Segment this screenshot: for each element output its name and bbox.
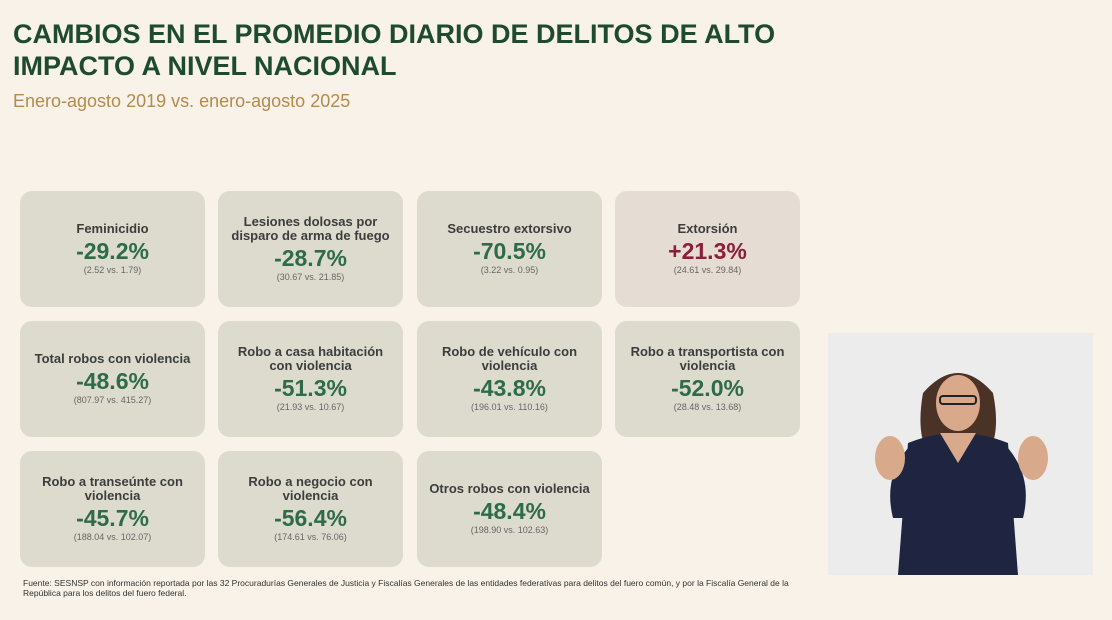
percent-change: -45.7% (76, 505, 149, 531)
crime-card: Secuestro extorsivo -70.5% (3.22 vs. 0.9… (417, 191, 602, 307)
crime-card: Robo a casa habitación con violencia -51… (218, 321, 403, 437)
crime-card: Robo a negocio con violencia -56.4% (174… (218, 451, 403, 567)
crime-label: Robo a transeúnte con violencia (42, 474, 183, 503)
crime-label: Robo a transportista con violencia (630, 344, 785, 373)
slide-header: CAMBIOS EN EL PROMEDIO DIARIO DE DELITOS… (13, 18, 913, 112)
percent-change: -28.7% (274, 245, 347, 271)
crime-label: Robo a negocio con violencia (248, 474, 373, 503)
crime-card: Feminicidio -29.2% (2.52 vs. 1.79) (20, 191, 205, 307)
crime-label: Extorsión (677, 221, 738, 236)
slide-subtitle: Enero-agosto 2019 vs. enero-agosto 2025 (13, 91, 351, 111)
crime-label: Secuestro extorsivo (447, 221, 572, 236)
crime-card: Robo a transeúnte con violencia -45.7% (… (20, 451, 205, 567)
daily-average-comparison: (3.22 vs. 0.95) (480, 265, 539, 275)
crime-label: Robo de vehículo con violencia (441, 344, 578, 373)
percent-change: -51.3% (274, 375, 347, 401)
percent-change: -52.0% (671, 375, 744, 401)
crime-card: Otros robos con violencia -48.4% (198.90… (417, 451, 602, 567)
daily-average-comparison: (198.90 vs. 102.63) (470, 525, 549, 535)
crime-card: Robo de vehículo con violencia -43.8% (1… (417, 321, 602, 437)
crime-label: Feminicidio (76, 221, 149, 236)
source-footnote: Fuente: SESNSP con información reportada… (23, 578, 789, 598)
percent-change: -48.6% (76, 368, 149, 394)
daily-average-comparison: (174.61 vs. 76.06) (274, 532, 347, 542)
daily-average-comparison: (196.01 vs. 110.16) (471, 402, 548, 412)
crime-label: Otros robos con violencia (429, 481, 590, 496)
crime-card: Lesiones dolosas por disparo de arma de … (218, 191, 403, 307)
daily-average-comparison: (2.52 vs. 1.79) (83, 265, 142, 275)
crime-label: Robo a casa habitación con violencia (237, 344, 384, 373)
percent-change: -48.4% (473, 498, 546, 524)
percent-change: +21.3% (668, 238, 747, 264)
percent-change: -56.4% (274, 505, 347, 531)
daily-average-comparison: (24.61 vs. 29.84) (673, 265, 742, 275)
crime-card: Extorsión +21.3% (24.61 vs. 29.84) (615, 191, 800, 307)
daily-average-comparison: (21.93 vs. 10.67) (276, 402, 345, 412)
sign-language-interpreter-video (828, 333, 1093, 575)
daily-average-comparison: (807.97 vs. 415.27) (73, 395, 152, 405)
daily-average-comparison: (28.48 vs. 13.68) (673, 402, 742, 412)
percent-change: -70.5% (473, 238, 546, 264)
interpreter-image (828, 333, 1093, 575)
crime-card: Total robos con violencia -48.6% (807.97… (20, 321, 205, 437)
percent-change: -43.8% (473, 375, 546, 401)
crime-label: Lesiones dolosas por disparo de arma de … (231, 214, 390, 243)
daily-average-comparison: (188.04 vs. 102.07) (73, 532, 152, 542)
daily-average-comparison: (30.67 vs. 21.85) (276, 272, 345, 282)
crime-label: Total robos con violencia (34, 351, 191, 366)
slide-title: CAMBIOS EN EL PROMEDIO DIARIO DE DELITOS… (13, 19, 776, 81)
percent-change: -29.2% (76, 238, 149, 264)
crime-card: Robo a transportista con violencia -52.0… (615, 321, 800, 437)
